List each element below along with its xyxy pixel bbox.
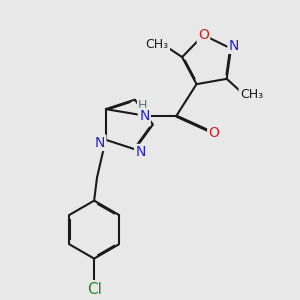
Text: CH₃: CH₃ (240, 88, 263, 101)
Text: N: N (139, 109, 150, 123)
Text: N: N (136, 145, 146, 159)
Text: H: H (138, 99, 148, 112)
Text: N: N (95, 136, 105, 150)
Text: N: N (229, 39, 239, 52)
Text: O: O (198, 28, 209, 42)
Text: Cl: Cl (87, 281, 102, 296)
Text: CH₃: CH₃ (146, 38, 169, 51)
Text: O: O (208, 126, 219, 140)
